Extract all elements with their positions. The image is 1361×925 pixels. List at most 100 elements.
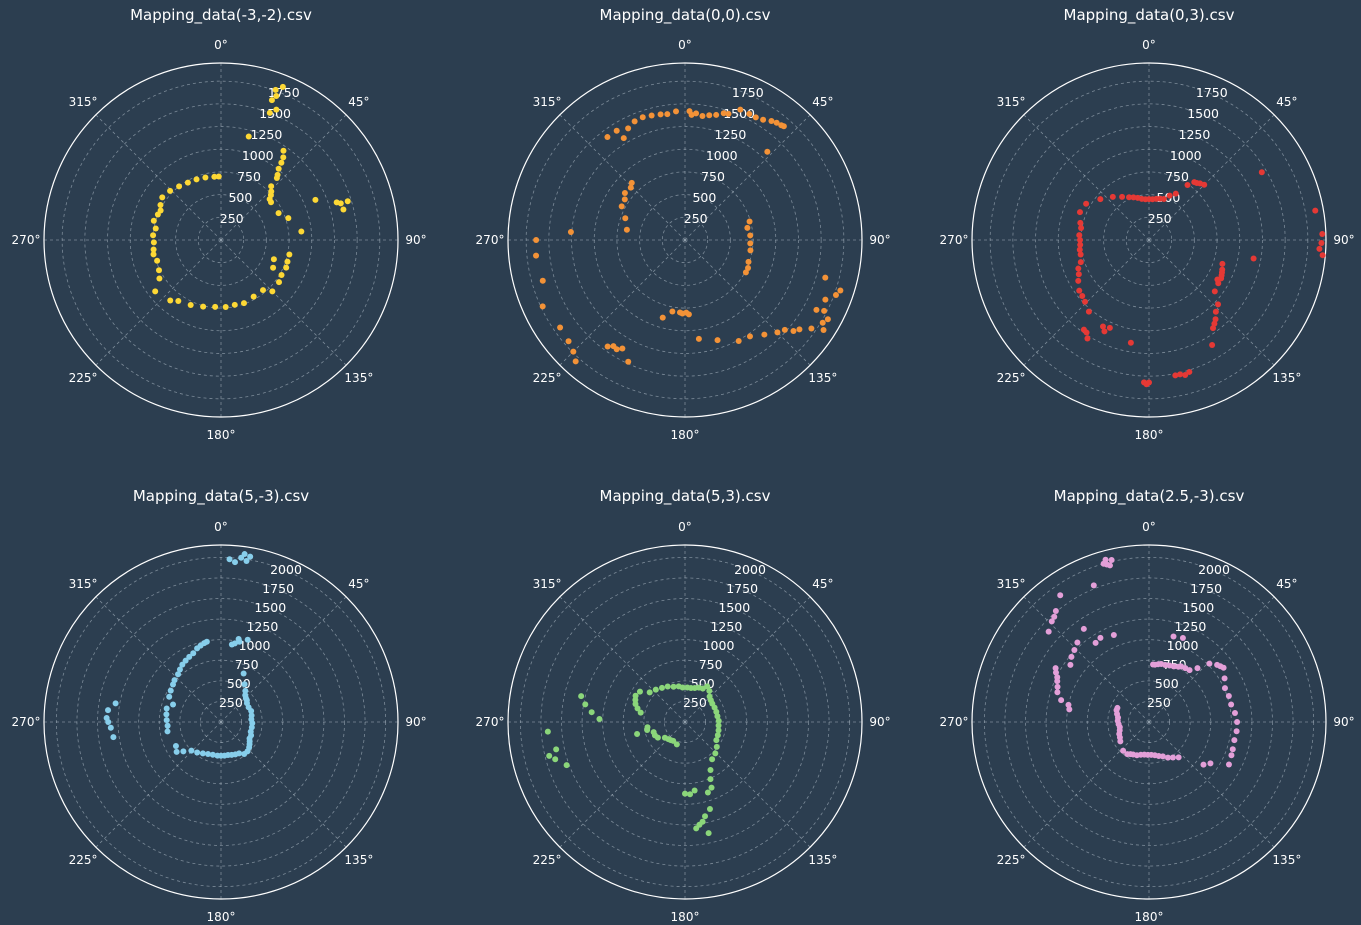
data-point <box>1076 209 1083 216</box>
data-point <box>240 300 247 307</box>
angle-tick-label: 225° <box>69 853 98 867</box>
data-point <box>167 297 174 304</box>
radial-gridline <box>525 80 845 400</box>
radial-gridline <box>1012 103 1286 377</box>
data-point <box>268 199 275 206</box>
data-point <box>679 684 686 691</box>
data-point <box>278 159 285 166</box>
angle-tick-label: 90° <box>869 715 890 729</box>
angle-tick-label: 90° <box>869 233 890 247</box>
angular-gridline <box>559 114 686 241</box>
data-point <box>166 693 173 700</box>
data-point <box>333 199 340 206</box>
data-point <box>1228 701 1235 708</box>
radial-tick-label: 1000 <box>242 148 274 163</box>
data-point <box>1077 237 1084 243</box>
radial-gridline <box>1057 148 1241 332</box>
radial-gridline <box>571 126 799 354</box>
data-point <box>164 722 171 729</box>
data-point <box>243 558 250 565</box>
data-point <box>712 750 719 757</box>
data-point <box>1215 280 1222 287</box>
radial-gridline <box>639 194 731 286</box>
data-point <box>1075 277 1082 284</box>
data-point <box>808 325 815 332</box>
radial-gridline <box>138 639 304 805</box>
radial-tick-label: 250 <box>219 695 243 710</box>
radial-gridline <box>989 80 1309 400</box>
polar-plot-1: Mapping_data(-3,-2).csv 0° 45° 90° 135° 180° 2… <box>12 6 427 442</box>
angle-tick-label: 180° <box>207 428 236 442</box>
data-point <box>244 636 251 643</box>
data-point <box>103 715 110 722</box>
radial-tick-label: 1500 <box>723 106 755 121</box>
angle-tick-label: 0° <box>214 38 228 52</box>
data-point <box>1234 719 1241 725</box>
data-point <box>186 653 193 660</box>
radial-gridline <box>158 659 284 785</box>
radial-gridline <box>1086 659 1212 785</box>
data-point <box>1170 633 1177 640</box>
data-point <box>704 683 711 690</box>
data-point <box>1225 693 1232 700</box>
angle-tick-label: 45° <box>812 95 833 109</box>
radial-tick-label: 1000 <box>239 638 271 653</box>
data-point <box>273 106 280 113</box>
angular-gridline <box>95 114 222 241</box>
data-point <box>1109 193 1116 200</box>
data-point <box>699 685 706 692</box>
data-point <box>1201 181 1208 188</box>
angle-tick-label: 270° <box>940 715 969 729</box>
polar-frame <box>507 62 863 418</box>
data-point <box>231 559 238 566</box>
radial-tick-label: 1250 <box>1179 127 1211 142</box>
data-point <box>173 748 180 755</box>
radial-gridline <box>593 148 777 332</box>
data-point <box>1316 245 1323 252</box>
data-point <box>202 174 209 181</box>
angle-tick-label: 225° <box>533 371 562 385</box>
data-point <box>273 174 280 181</box>
angle-tick-label: 0° <box>1142 520 1156 534</box>
angle-tick-label: 45° <box>348 95 369 109</box>
data-point <box>746 110 753 117</box>
data-point <box>245 133 252 140</box>
data-point <box>260 287 267 294</box>
data-point <box>669 308 676 315</box>
angle-tick-label: 225° <box>69 371 98 385</box>
data-point <box>1250 255 1257 262</box>
radial-gridline <box>76 577 366 867</box>
data-point <box>1085 308 1092 315</box>
angle-tick-label: 45° <box>812 577 833 591</box>
data-point <box>194 749 201 756</box>
angular-gridline <box>1023 114 1150 241</box>
data-point <box>222 304 229 311</box>
data-point <box>1126 194 1133 201</box>
data-point <box>1054 683 1061 690</box>
data-point <box>699 112 706 119</box>
polar-frame <box>43 62 399 418</box>
angle-tick-label: 135° <box>1272 853 1301 867</box>
data-point <box>631 118 638 125</box>
data-point <box>1258 169 1265 176</box>
data-point <box>215 173 222 180</box>
data-point <box>209 751 216 758</box>
angle-tick-label: 0° <box>1142 38 1156 52</box>
data-point <box>619 345 626 352</box>
data-point <box>768 118 775 125</box>
data-point <box>747 232 754 239</box>
radial-tick-label: 250 <box>684 211 708 226</box>
data-point <box>1177 371 1184 378</box>
data-point <box>248 708 255 715</box>
data-point <box>1054 689 1061 696</box>
data-point <box>613 127 620 134</box>
data-point <box>702 813 709 820</box>
data-point <box>636 688 643 695</box>
data-point <box>1076 246 1083 253</box>
data-point <box>644 724 651 731</box>
data-point <box>1065 701 1072 708</box>
data-point <box>193 176 200 183</box>
data-point <box>774 329 781 336</box>
radial-tick-label: 500 <box>692 190 716 205</box>
